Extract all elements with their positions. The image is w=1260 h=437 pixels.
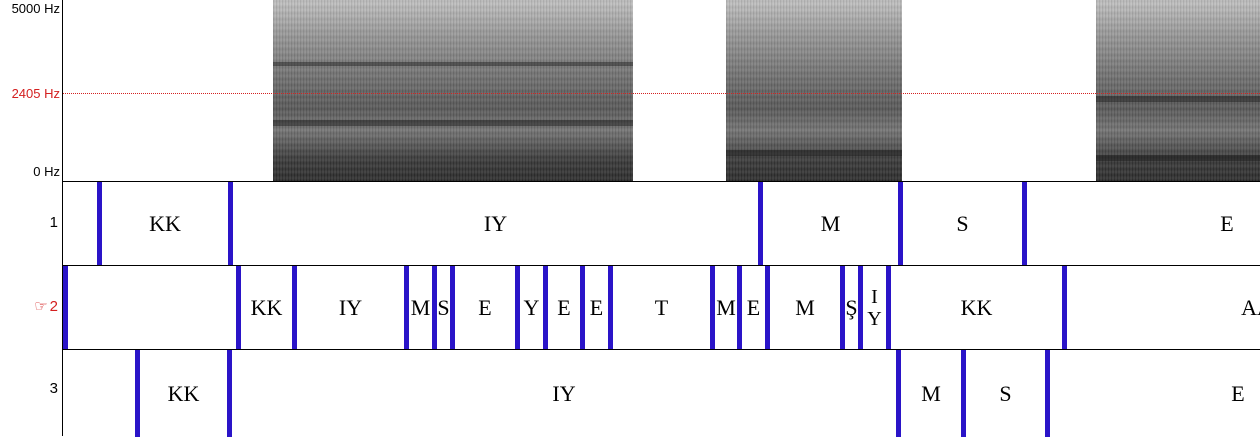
interval-boundary[interactable] (543, 266, 548, 349)
frequency-cursor-line (63, 93, 1260, 94)
interval-boundary[interactable] (1062, 266, 1067, 349)
interval-boundary[interactable] (1045, 350, 1050, 437)
interval-boundary[interactable] (896, 350, 901, 437)
interval-boundary[interactable] (710, 266, 715, 349)
interval-boundary[interactable] (840, 266, 845, 349)
interval-boundary[interactable] (1022, 182, 1027, 265)
formant-band (273, 120, 633, 126)
spectrogram-voiced-segment (273, 0, 633, 181)
freq-cursor-label: 2405 Hz (11, 86, 60, 101)
tier-3-number[interactable]: 3 (49, 380, 58, 397)
left-gutter: 5000 Hz 2405 Hz 0 Hz 1 ☞ 2 3 (0, 0, 62, 436)
tier-2-number-label: 2 (49, 298, 58, 315)
interval-label[interactable]: KK (960, 294, 993, 320)
interval-boundary[interactable] (961, 350, 966, 437)
formant-band (1096, 96, 1260, 102)
interval-boundary[interactable] (236, 266, 241, 349)
interval-label[interactable]: IY (338, 294, 363, 320)
interval-label[interactable]: S (999, 380, 1012, 406)
interval-label[interactable]: E (746, 294, 761, 320)
interval-boundary[interactable] (97, 182, 102, 265)
interval-label[interactable]: KK (250, 294, 283, 320)
tier-3[interactable]: KK IY M S E (63, 349, 1260, 437)
formant-band (1096, 155, 1260, 161)
interval-boundary[interactable] (858, 266, 863, 349)
interval-boundary[interactable] (135, 350, 140, 437)
formant-band (273, 62, 633, 66)
interval-boundary[interactable] (580, 266, 585, 349)
tier-2[interactable]: KK IY M S E Y E E T M E M Ş I Y KK AA (63, 265, 1260, 349)
interval-label[interactable]: E (478, 294, 492, 320)
interval-boundary[interactable] (432, 266, 437, 349)
pointing-hand-icon: ☞ (34, 298, 48, 315)
interval-label[interactable]: E (589, 294, 604, 320)
interval-boundary[interactable] (886, 266, 891, 349)
interval-label[interactable]: KK (149, 210, 181, 236)
interval-boundary[interactable] (758, 182, 763, 265)
spectrogram-voiced-segment (1096, 0, 1260, 181)
interval-label[interactable]: Ş (845, 294, 858, 320)
formant-band (726, 150, 902, 156)
interval-boundary[interactable] (292, 266, 297, 349)
interval-label[interactable]: T (654, 294, 669, 320)
freq-top-label: 5000 Hz (11, 1, 60, 16)
interval-boundary[interactable] (404, 266, 409, 349)
interval-boundary[interactable] (450, 266, 455, 349)
interval-label[interactable]: AA (1241, 294, 1260, 320)
interval-label[interactable]: E (1220, 210, 1234, 236)
interval-label[interactable]: M (820, 210, 841, 236)
axis-line (62, 0, 63, 436)
interval-boundary[interactable] (227, 350, 232, 437)
interval-boundary[interactable] (228, 182, 233, 265)
interval-label[interactable]: KK (167, 380, 200, 406)
freq-bottom-label: 0 Hz (33, 164, 60, 179)
interval-label[interactable]: E (1231, 380, 1245, 406)
interval-label[interactable]: M (716, 294, 736, 320)
spectrogram[interactable] (63, 0, 1260, 181)
interval-label[interactable]: IY (483, 210, 508, 236)
interval-label[interactable]: S (956, 210, 969, 236)
tier-2-number[interactable]: ☞ 2 (34, 297, 58, 315)
interval-boundary[interactable] (737, 266, 742, 349)
interval-boundary[interactable] (608, 266, 613, 349)
interval-boundary[interactable] (63, 266, 68, 349)
interval-label[interactable]: M (795, 294, 815, 320)
interval-label[interactable]: E (557, 294, 571, 320)
interval-boundary[interactable] (898, 182, 903, 265)
interval-boundary[interactable] (765, 266, 770, 349)
tier-1-number[interactable]: 1 (49, 214, 58, 231)
tier-1[interactable]: KK IY M S E (63, 181, 1260, 265)
spectrogram-voiced-segment (726, 0, 902, 181)
interval-boundary[interactable] (515, 266, 520, 349)
interval-label[interactable]: M (921, 380, 941, 406)
interval-label[interactable]: IY (552, 380, 576, 406)
interval-label[interactable]: M (410, 294, 431, 320)
interval-label[interactable]: Y (523, 294, 540, 320)
interval-label[interactable]: S (437, 294, 450, 320)
interval-label[interactable]: I Y (867, 285, 882, 330)
